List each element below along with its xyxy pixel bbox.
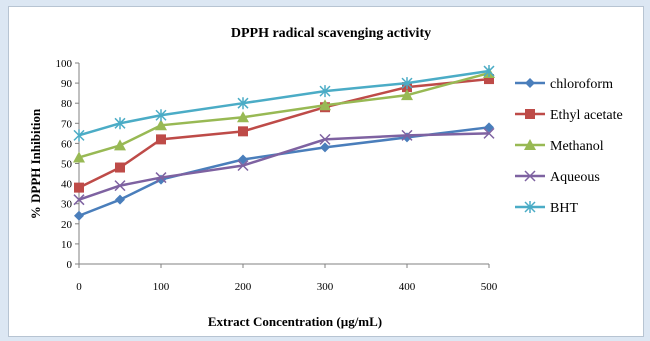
data-point-bht	[73, 129, 85, 142]
data-point-ethyl-acetate	[74, 182, 84, 193]
series-aqueous	[73, 127, 495, 206]
data-point-bht	[237, 97, 249, 110]
y-tick-label: 20	[61, 219, 73, 231]
data-point-methanol	[237, 111, 249, 123]
legend-marker-ethyl-acetate	[525, 109, 535, 119]
legend-marker-chloroform	[525, 78, 535, 88]
data-point-aqueous	[73, 194, 85, 206]
data-point-chloroform	[484, 122, 494, 133]
data-point-ethyl-acetate	[484, 74, 494, 85]
series-bht	[73, 65, 495, 142]
data-point-aqueous	[483, 127, 495, 139]
series-line-bht	[78, 69, 490, 137]
series-line-ethyl-acetate	[78, 77, 490, 189]
axes: 0 10 20 30 40 50 60 70 80 90 100 0 100 200 300 400 500	[56, 58, 498, 293]
series-methanol	[73, 67, 495, 163]
legend-marker-methanol	[524, 139, 536, 150]
y-tick-label: 70	[61, 118, 73, 130]
y-tick-label: 10	[61, 239, 73, 251]
y-axis-label: % DPPH Inhibition	[28, 108, 43, 219]
x-tick-label: 300	[317, 281, 334, 293]
series-group	[73, 65, 495, 221]
y-tick-label: 80	[61, 98, 73, 110]
chart-svg: DPPH radical scavenging activity Extract…	[28, 26, 623, 329]
legend-label-aqueous: Aqueous	[550, 170, 600, 185]
data-point-ethyl-acetate	[238, 126, 248, 137]
data-point-chloroform	[74, 210, 84, 221]
y-tick-label: 90	[61, 78, 73, 90]
series-line-chloroform	[78, 126, 490, 217]
y-tick-label: 60	[61, 138, 73, 150]
data-point-methanol	[319, 99, 331, 111]
data-point-chloroform	[320, 142, 330, 153]
y-tick-label: 40	[61, 179, 73, 191]
x-tick-label: 400	[399, 281, 416, 293]
data-point-aqueous	[401, 129, 413, 141]
x-tick-label: 200	[235, 281, 252, 293]
data-point-methanol	[73, 151, 85, 163]
legend: chloroform Ethyl acetate Methanol Aqueous BH…	[515, 77, 623, 216]
chart-frame: DPPH radical scavenging activity Extract…	[8, 6, 644, 337]
legend-marker-bht	[524, 201, 536, 213]
data-point-ethyl-acetate	[115, 162, 125, 173]
x-tick-label: 500	[481, 281, 498, 293]
data-point-bht	[114, 117, 126, 130]
y-tick-label: 100	[56, 58, 73, 70]
chart-title: DPPH radical scavenging activity	[231, 26, 431, 41]
x-tick-label: 100	[153, 281, 170, 293]
y-tick-label: 30	[61, 199, 73, 211]
legend-label-bht: BHT	[550, 201, 578, 216]
x-axis-label: Extract Concentration (µg/mL)	[208, 314, 382, 329]
data-point-methanol	[155, 119, 167, 131]
data-point-bht	[155, 109, 167, 122]
legend-label-ethyl-acetate: Ethyl acetate	[550, 108, 623, 123]
data-point-chloroform	[402, 132, 412, 143]
data-point-bht	[483, 65, 495, 78]
data-point-bht	[401, 77, 413, 90]
legend-label-methanol: Methanol	[550, 139, 604, 154]
x-tick-label: 0	[76, 281, 82, 293]
data-point-chloroform	[115, 194, 125, 205]
legend-label-chloroform: chloroform	[550, 77, 613, 92]
data-point-aqueous	[155, 172, 167, 184]
data-point-ethyl-acetate	[156, 134, 166, 145]
data-point-methanol	[401, 89, 413, 101]
data-point-aqueous	[114, 180, 126, 192]
data-point-aqueous	[319, 133, 331, 145]
data-point-methanol	[114, 139, 126, 151]
legend-marker-aqueous	[524, 170, 536, 182]
data-point-aqueous	[237, 159, 249, 172]
y-tick-label: 0	[67, 259, 73, 271]
y-tick-label: 50	[61, 159, 73, 171]
data-point-bht	[319, 85, 331, 98]
